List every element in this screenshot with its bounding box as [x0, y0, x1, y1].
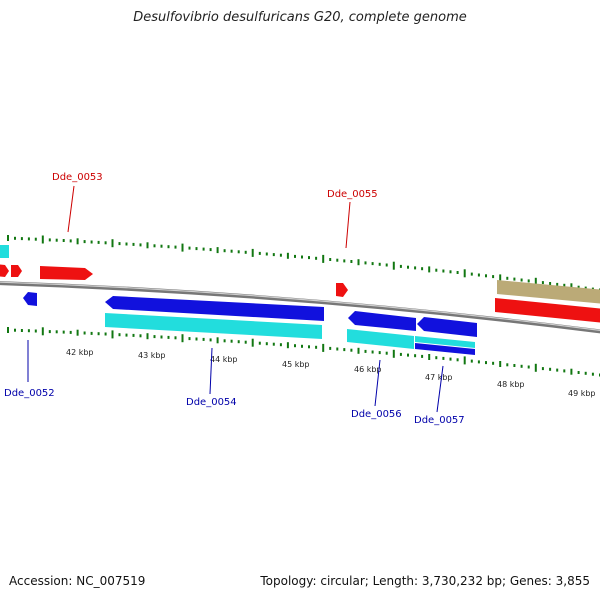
gene-label-dde-0057[interactable]: Dde_0057	[414, 415, 465, 426]
tick-label-0: 42 kbp	[66, 348, 94, 357]
forward-gene-dde-0053[interactable]	[40, 266, 93, 280]
leader-dde-0054	[209, 347, 213, 395]
genome-title: Desulfovibrio desulfuricans G20, complet…	[133, 10, 467, 25]
reverse-gene-dde-0057[interactable]	[417, 317, 477, 337]
kbp-tick-labels: 42 kbp 43 kbp 44 kbp 45 kbp 46 kbp 47 kbp 48 k…	[66, 348, 596, 398]
tick-label-3: 45 kbp	[282, 360, 310, 369]
forward-gene-dde-0055[interactable]	[336, 283, 348, 297]
leader-dde-0053	[67, 185, 75, 233]
leader-dde-0055	[345, 201, 351, 249]
reverse-cds-dde-0054[interactable]	[105, 313, 322, 339]
forward-gene-right[interactable]	[495, 298, 600, 323]
tick-label-1: 43 kbp	[138, 351, 166, 360]
gene-label-dde-0053[interactable]: Dde_0053	[52, 172, 103, 183]
tick-label-7: 49 kbp	[568, 389, 596, 398]
leader-dde-0057	[436, 365, 444, 413]
label-leaders	[27, 185, 444, 413]
accession-text: Accession: NC_007519	[9, 574, 146, 588]
gene-labels: Dde_0052 Dde_0053 Dde_0054 Dde_0055 Dde_…	[4, 172, 465, 426]
forward-cds-right[interactable]	[497, 280, 600, 304]
forward-gene-arrow-left-b[interactable]	[11, 265, 22, 277]
reverse-gene-dde-0054[interactable]	[105, 296, 324, 321]
gene-label-dde-0055[interactable]: Dde_0055	[327, 189, 378, 200]
reverse-cds-dde-0056[interactable]	[347, 329, 414, 349]
tick-label-4: 46 kbp	[354, 365, 382, 374]
leader-dde-0056	[374, 359, 381, 407]
reverse-gene-dde-0057b[interactable]	[415, 343, 475, 355]
gene-label-dde-0056[interactable]: Dde_0056	[351, 409, 402, 420]
reverse-cds-dde-0057[interactable]	[415, 336, 475, 348]
forward-gene-arrow-left-a[interactable]	[0, 264, 9, 277]
forward-cds-left[interactable]	[0, 245, 9, 258]
genome-summary-text: Topology: circular; Length: 3,730,232 bp…	[260, 574, 590, 588]
reverse-strand-track	[23, 292, 477, 355]
tick-label-6: 48 kbp	[497, 380, 525, 389]
genome-backbone	[0, 281, 600, 334]
reverse-gene-dde-0056[interactable]	[348, 311, 416, 331]
tick-label-2: 44 kbp	[210, 355, 238, 364]
reverse-gene-dde-0052[interactable]	[23, 292, 37, 306]
forward-strand-track	[0, 245, 600, 323]
inner-tick-row	[7, 327, 600, 377]
gene-label-dde-0054[interactable]: Dde_0054	[186, 397, 237, 408]
gene-label-dde-0052[interactable]: Dde_0052	[4, 388, 55, 399]
tick-label-5: 47 kbp	[425, 373, 453, 382]
genome-backbone-highlight	[0, 281, 600, 331]
